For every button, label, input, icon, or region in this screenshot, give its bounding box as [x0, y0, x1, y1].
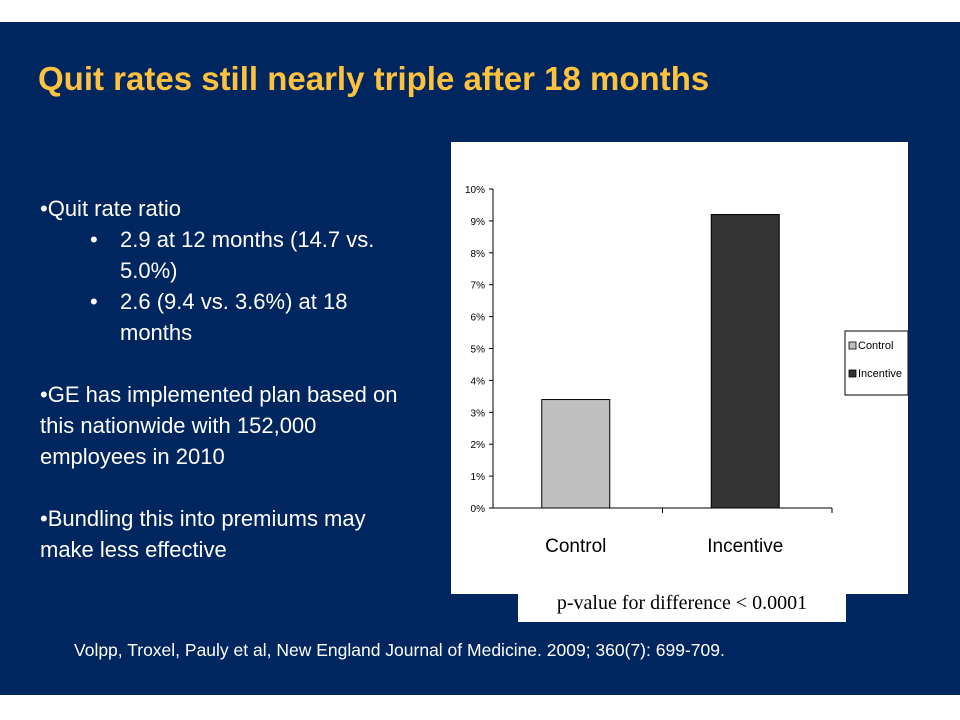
bullet-list: •Quit rate ratio • 2.9 at 12 months (14.… — [40, 193, 410, 565]
y-tick-label: 5% — [471, 345, 486, 356]
y-tick-label: 6% — [471, 313, 486, 324]
citation: Volpp, Troxel, Pauly et al, New England … — [74, 640, 725, 660]
y-tick-label: 1% — [471, 472, 486, 483]
bullet-bundling: •Bundling this into premiums may make le… — [40, 506, 366, 562]
y-tick-label: 3% — [471, 408, 486, 419]
bullet-ge-plan: •GE has implemented plan based on this n… — [40, 382, 398, 469]
y-tick-label: 8% — [471, 249, 486, 260]
sub-bullet-12-months-text: 2.9 at 12 months (14.7 vs. 5.0%) — [120, 227, 375, 283]
slide-title: Quit rates still nearly triple after 18 … — [38, 60, 710, 97]
chart-panel: 0% 1% 2% 3% 4% 5% 6% 7% 8% 9% 10% Control Incentive C… — [451, 142, 909, 594]
y-tick-label: 9% — [471, 217, 486, 228]
legend-swatch — [848, 369, 857, 378]
bar-control — [541, 399, 611, 509]
x-tick-label: Control — [545, 536, 606, 557]
legend-label: Control — [858, 340, 893, 352]
y-tick-label: 10% — [465, 185, 485, 196]
legend-swatch — [848, 341, 857, 350]
legend-label: Incentive — [858, 368, 902, 380]
sub-bullet-18-months: • 2.6 (9.4 vs. 3.6%) at 18 months — [40, 286, 410, 348]
bullet-quit-rate-ratio: •Quit rate ratio — [40, 196, 181, 221]
y-tick-label: 2% — [471, 440, 486, 451]
y-tick-label: 7% — [471, 281, 486, 292]
y-tick-label: 4% — [471, 376, 486, 387]
bar-incentive — [710, 214, 780, 509]
bar-chart: 0% 1% 2% 3% 4% 5% 6% 7% 8% 9% 10% Control Incentive C… — [465, 185, 909, 557]
sub-bullet-12-months: • 2.9 at 12 months (14.7 vs. 5.0%) — [40, 224, 410, 286]
x-tick-label: Incentive — [707, 536, 783, 557]
bullet-marker: • — [90, 289, 98, 314]
sub-bullet-18-months-text: 2.6 (9.4 vs. 3.6%) at 18 months — [120, 289, 348, 345]
p-value-box: p-value for difference < 0.0001 — [518, 584, 846, 622]
bullet-marker: • — [90, 227, 98, 252]
y-tick-label: 0% — [471, 504, 486, 515]
